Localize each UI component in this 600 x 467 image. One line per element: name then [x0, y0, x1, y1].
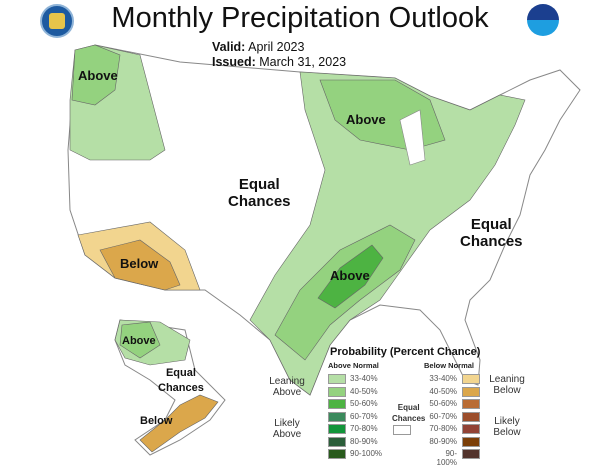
sw-below-core [99, 239, 181, 291]
label-east-equal: Equal Chances [460, 216, 523, 250]
alaska-above-core [119, 321, 161, 359]
lake-michigan [399, 109, 426, 166]
legend-below-range: 60-70% [429, 411, 457, 421]
legend-below-range: 40-50% [429, 386, 457, 396]
issued-value: March 31, 2023 [259, 55, 347, 69]
leaning-below-label: Leaning Below [489, 374, 525, 396]
legend-above-swatch [328, 436, 346, 447]
nw-above-core [71, 44, 121, 106]
legend-above-swatch [328, 449, 346, 459]
legend-below-swatch [462, 374, 480, 384]
legend-above-swatch [328, 399, 346, 409]
legend-above-swatch [328, 374, 346, 384]
legend-above-range: 33-40% [350, 374, 378, 383]
legend-below-range: 70-80% [429, 424, 457, 433]
legend-below-swatch [462, 436, 480, 447]
legend-below-header: Below Normal [424, 361, 475, 370]
legend-above-range: 40-50% [350, 386, 378, 396]
legend-below-swatch [462, 386, 480, 397]
legend-below-range: 80-90% [429, 436, 457, 446]
legend-below-range: 33-40% [429, 374, 457, 383]
issued-label: Issued: [212, 55, 256, 69]
legend-above-swatch [328, 386, 346, 397]
legend-equal-swatch [393, 425, 411, 435]
label-nw-above: Above [78, 68, 118, 83]
alaska-below-region [139, 394, 219, 453]
legend-above-range: 80-90% [350, 436, 378, 446]
legend-title: Probability (Percent Chance) [330, 346, 481, 358]
label-alaska-below: Below [140, 415, 173, 427]
legend-above-header: Above Normal [328, 361, 379, 370]
legend-above-range: 70-80% [350, 424, 378, 433]
label-sw-below: Below [120, 256, 159, 271]
noaa-logo [527, 4, 559, 36]
likely-above-label: Likely Above [272, 418, 302, 440]
legend-below-range: 50-60% [429, 399, 457, 408]
legend-equal-label: Equal Chances [392, 403, 426, 423]
doc-seal-logo [40, 4, 74, 38]
label-south-above: Above [330, 268, 370, 283]
legend-above-range: 60-70% [350, 411, 378, 421]
label-central-equal: Equal Chances [228, 176, 291, 210]
legend-below-range: 90-100% [436, 449, 457, 467]
legend-above-swatch [328, 424, 346, 434]
legend-below-swatch [462, 424, 480, 434]
dates: Valid: April 2023 Issued: March 31, 2023 [212, 40, 346, 70]
label-alaska-equal: Equal Chances [158, 367, 204, 394]
legend-below-swatch [462, 411, 480, 422]
likely-below-label: Likely Below [493, 416, 521, 438]
legend-above-range: 50-60% [350, 399, 378, 408]
valid-value: April 2023 [248, 40, 305, 54]
leaning-above-label: Leaning Above [269, 376, 305, 398]
legend-below-swatch [462, 449, 480, 459]
legend-above-swatch [328, 411, 346, 422]
legend-below-swatch [462, 399, 480, 409]
page-title: Monthly Precipitation Outlook [111, 2, 489, 34]
legend-above-range: 90-100% [350, 449, 383, 458]
label-midwest-above: Above [346, 112, 386, 127]
label-alaska-above: Above [122, 335, 156, 347]
valid-label: Valid: [212, 40, 246, 54]
south-above-inner [317, 244, 384, 309]
